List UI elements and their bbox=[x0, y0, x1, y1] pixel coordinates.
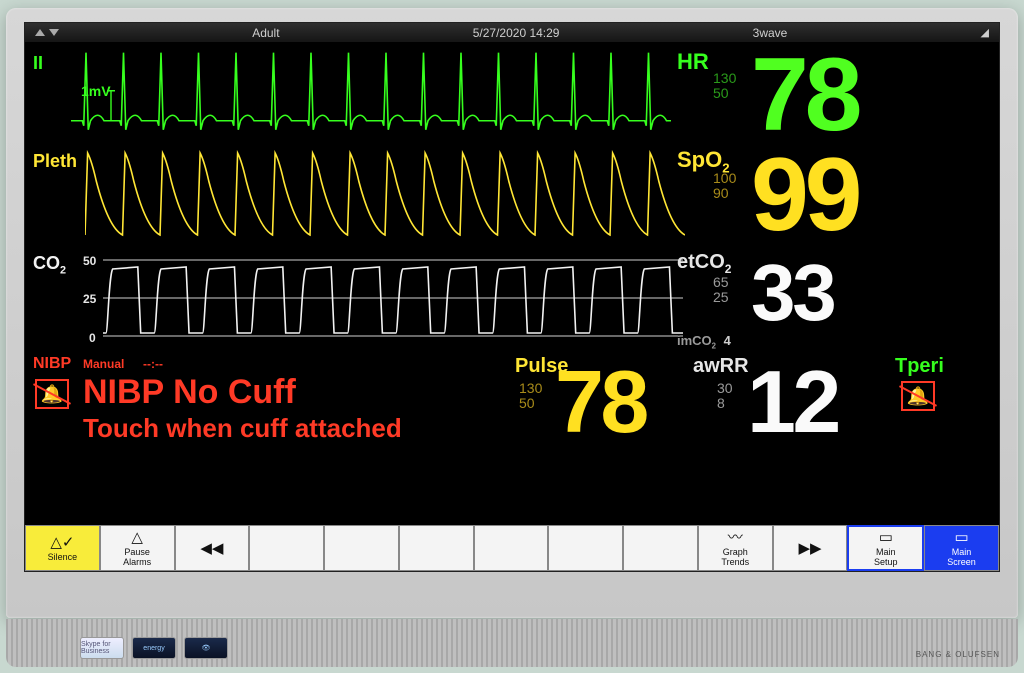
patient-mode: Adult bbox=[252, 26, 279, 40]
forward-icon: ▶▶ bbox=[799, 541, 822, 556]
sticker-energy: energy bbox=[132, 637, 176, 659]
main-screen-button[interactable]: ▭ Main Screen bbox=[924, 525, 999, 571]
co2-waveform bbox=[103, 255, 683, 341]
nibp-msg-2[interactable]: Touch when cuff attached bbox=[83, 413, 402, 444]
graph-icon: 〰 bbox=[728, 530, 743, 545]
sticker-eye: 👁 bbox=[184, 637, 228, 659]
nibp-time: --:-- bbox=[143, 357, 163, 371]
hr-label: HR bbox=[677, 49, 709, 75]
blank-button-5[interactable] bbox=[548, 525, 623, 571]
blank-button-2[interactable] bbox=[324, 525, 399, 571]
nibp-mode: Manual bbox=[83, 357, 124, 371]
hr-value[interactable]: 78 bbox=[751, 51, 858, 139]
etco2-limits: 6525 bbox=[713, 275, 729, 306]
graph-trends-button[interactable]: 〰 Graph Trends bbox=[698, 525, 773, 571]
pause-icon: △ bbox=[131, 530, 143, 545]
bottom-bar: △✓ Silence △ Pause Alarms ◀◀ 〰 Graph Tre… bbox=[25, 525, 999, 571]
nibp-alarm-off-icon[interactable]: 🔔 bbox=[35, 379, 69, 409]
etco2-value[interactable]: 33 bbox=[751, 259, 834, 327]
nibp-label: NIBP bbox=[33, 355, 71, 373]
pleth-label: Pleth bbox=[33, 151, 77, 172]
ecg-waveform bbox=[71, 49, 671, 141]
wave-area: II 1mV HR 13050 78 Pleth SpO2 10090 99 C… bbox=[25, 43, 999, 525]
signal-icon: ◢ bbox=[981, 26, 989, 39]
datetime: 5/27/2020 14:29 bbox=[473, 26, 560, 40]
etco2-label: etCO2 bbox=[677, 251, 731, 276]
tperi-label: Tperi bbox=[895, 355, 944, 378]
spo2-value[interactable]: 99 bbox=[751, 151, 858, 239]
blank-button-6[interactable] bbox=[623, 525, 698, 571]
blank-button-1[interactable] bbox=[249, 525, 324, 571]
awrr-value[interactable]: 12 bbox=[747, 365, 838, 440]
prev-button[interactable]: ◀◀ bbox=[175, 525, 250, 571]
nibp-msg-1[interactable]: NIBP No Cuff bbox=[83, 373, 296, 412]
tperi-alarm-off-icon[interactable]: 🔔 bbox=[901, 381, 935, 411]
co2-scale-50: 50 bbox=[83, 254, 96, 268]
rewind-icon: ◀◀ bbox=[200, 541, 223, 556]
screen-icon: ▭ bbox=[954, 530, 968, 545]
pulse-limits: 13050 bbox=[519, 381, 542, 412]
next-button[interactable]: ▶▶ bbox=[773, 525, 848, 571]
blank-button-4[interactable] bbox=[474, 525, 549, 571]
main-setup-button[interactable]: ▭ Main Setup bbox=[847, 525, 924, 571]
awrr-label: awRR bbox=[693, 355, 749, 378]
ecg-lead-label: II bbox=[33, 53, 43, 74]
hr-limits: 13050 bbox=[713, 71, 736, 102]
co2-scale-0: 0 bbox=[89, 331, 96, 345]
co2-label: CO2 bbox=[33, 253, 66, 277]
silence-icon: △✓ bbox=[50, 535, 74, 550]
silence-button[interactable]: △✓ Silence bbox=[25, 525, 100, 571]
audio-brand: BANG & OLUFSEN bbox=[916, 650, 1000, 659]
co2-scale-25: 25 bbox=[83, 292, 96, 306]
imco2-label: imCO2 4 bbox=[677, 333, 731, 351]
pause-alarms-button[interactable]: △ Pause Alarms bbox=[100, 525, 175, 571]
pulse-value[interactable]: 78 bbox=[555, 365, 646, 440]
awrr-limits: 308 bbox=[717, 381, 733, 412]
stickers: Skype for Business energy 👁 bbox=[80, 637, 228, 659]
spo2-limits: 10090 bbox=[713, 171, 736, 202]
setup-icon: ▭ bbox=[879, 530, 893, 545]
sticker-skype: Skype for Business bbox=[80, 637, 124, 659]
blank-button-3[interactable] bbox=[399, 525, 474, 571]
pleth-waveform bbox=[85, 149, 685, 241]
